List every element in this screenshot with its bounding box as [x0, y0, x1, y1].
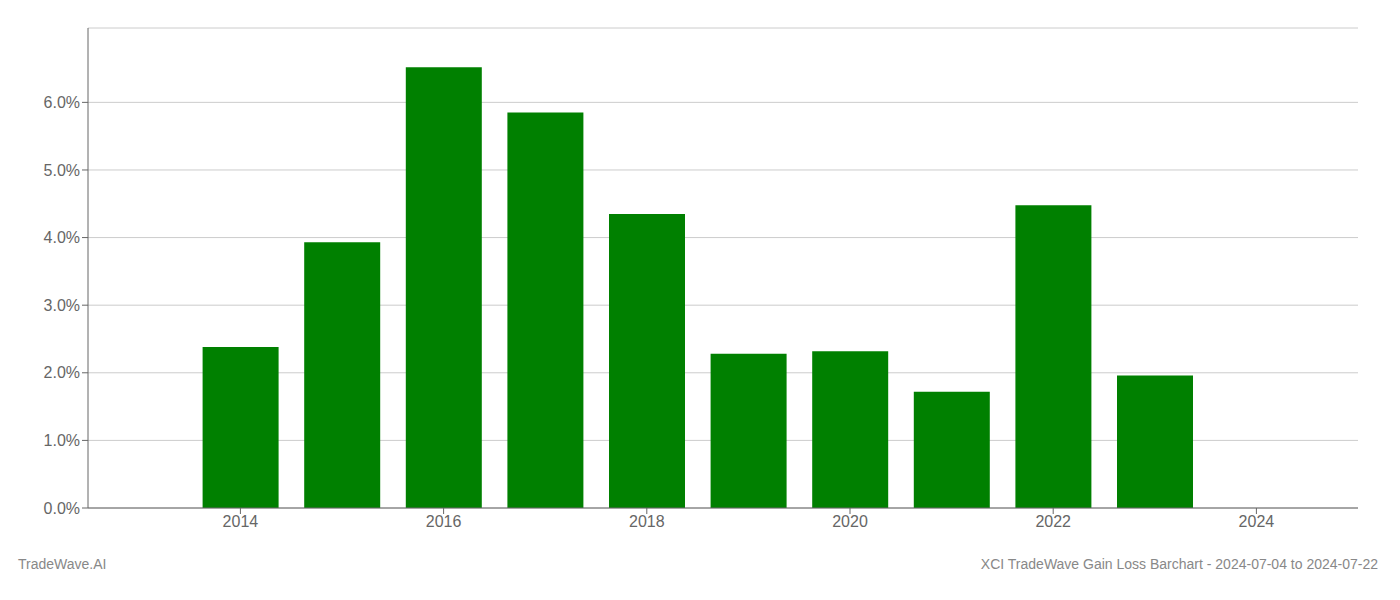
svg-text:2024: 2024 — [1239, 513, 1275, 530]
svg-text:4.0%: 4.0% — [44, 229, 80, 246]
svg-text:2016: 2016 — [426, 513, 462, 530]
svg-text:5.0%: 5.0% — [44, 162, 80, 179]
svg-text:0.0%: 0.0% — [44, 500, 80, 517]
svg-text:2020: 2020 — [832, 513, 868, 530]
svg-text:2018: 2018 — [629, 513, 665, 530]
html-text:TradeWave.AI: TradeWave.AI — [18, 556, 107, 572]
svg-text:6.0%: 6.0% — [44, 94, 80, 111]
svg-text:2014: 2014 — [223, 513, 259, 530]
svg-text:1.0%: 1.0% — [44, 432, 80, 449]
svg-text:2.0%: 2.0% — [44, 364, 80, 381]
svg-text:2022: 2022 — [1035, 513, 1071, 530]
svg-text:3.0%: 3.0% — [44, 297, 80, 314]
html-text:XCI TradeWave Gain Loss Barcha: XCI TradeWave Gain Loss Barchart - 2024-… — [980, 556, 1378, 572]
